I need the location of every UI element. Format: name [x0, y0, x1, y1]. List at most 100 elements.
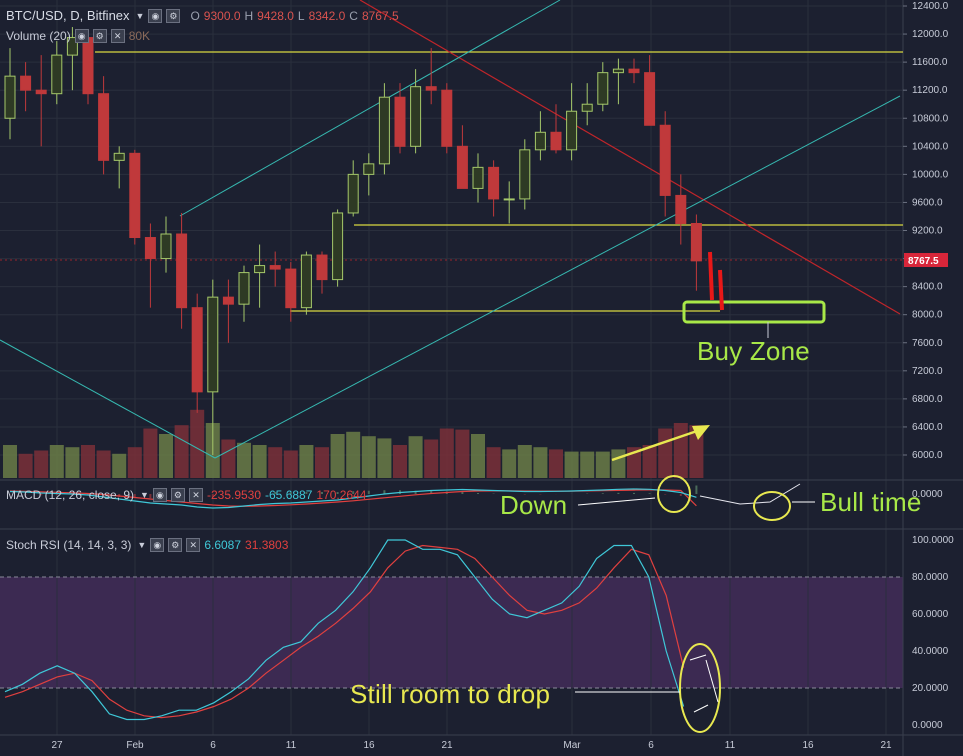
candle-body[interactable] — [300, 254, 312, 309]
candle-body[interactable] — [176, 233, 188, 309]
stoch-tick-label: 40.0000 — [912, 646, 949, 657]
rsi-circle[interactable] — [679, 643, 721, 733]
buy-zone-box[interactable] — [682, 300, 826, 324]
candle-body[interactable] — [410, 86, 422, 147]
stoch-k-line[interactable] — [4, 539, 685, 721]
candle-body[interactable] — [519, 149, 531, 200]
symbol-label[interactable]: BTC/USD, D, Bitfinex — [6, 8, 130, 23]
channel-lower-line[interactable] — [214, 95, 901, 459]
candle-body[interactable] — [597, 72, 609, 105]
stoch-rsi-pane[interactable] — [0, 539, 903, 721]
candle-body[interactable] — [644, 72, 656, 126]
candle-body[interactable] — [285, 268, 297, 309]
stoch-d-line[interactable] — [4, 544, 685, 719]
macd-label[interactable]: MACD (12, 26, close, 9) — [6, 488, 135, 502]
candle-body[interactable] — [332, 212, 344, 281]
volume-bar — [471, 434, 485, 478]
candle-body[interactable] — [254, 265, 266, 274]
candle-body[interactable] — [612, 68, 624, 74]
settings-icon[interactable]: ⚙ — [92, 29, 107, 43]
eye-icon[interactable]: ◉ — [150, 538, 165, 552]
stoch-label[interactable]: Stoch RSI (14, 14, 3, 3) — [6, 538, 132, 552]
close-icon[interactable]: ✕ — [188, 488, 203, 502]
time-tick-label: 27 — [51, 740, 63, 751]
macd-line[interactable] — [9, 488, 697, 509]
candle-body[interactable] — [144, 237, 156, 260]
candle-body[interactable] — [581, 103, 593, 112]
volume-bar — [159, 434, 173, 478]
settings-icon[interactable]: ⚙ — [166, 8, 181, 23]
close-icon[interactable]: ✕ — [110, 29, 125, 43]
volume-bar — [143, 428, 158, 478]
high-value: 9428.0 — [257, 8, 294, 23]
macd-legend[interactable]: MACD (12, 26, close, 9) ▼ ◉ ⚙ ✕ -235.953… — [6, 488, 366, 502]
candle-body[interactable] — [207, 296, 219, 393]
eye-icon[interactable]: ◉ — [148, 8, 163, 23]
channel-upper-line[interactable] — [179, 0, 561, 217]
stoch-tick-label: 20.0000 — [912, 683, 949, 694]
descending-trendline[interactable] — [359, 0, 901, 315]
candle-body[interactable] — [66, 37, 78, 56]
volume-label[interactable]: Volume (20) — [6, 29, 71, 43]
chevron-down-icon[interactable]: ▼ — [137, 540, 147, 550]
candle-body[interactable] — [378, 96, 390, 165]
candle-body[interactable] — [394, 96, 406, 147]
candle-body[interactable] — [550, 131, 562, 151]
candle-body[interactable] — [472, 166, 484, 189]
settings-icon[interactable]: ⚙ — [168, 538, 183, 552]
close-icon[interactable]: ✕ — [186, 538, 201, 552]
candle-body[interactable] — [160, 233, 172, 260]
candle-body[interactable] — [269, 265, 281, 270]
bull-circle[interactable] — [753, 491, 791, 521]
eye-icon[interactable]: ◉ — [152, 488, 167, 502]
macd-histogram-bar — [24, 494, 27, 495]
descending-teal-line[interactable] — [0, 339, 216, 459]
symbol-legend[interactable]: BTC/USD, D, Bitfinex ▼ ◉ ⚙ O 9300.0 H 94… — [6, 8, 399, 23]
volume-bars — [3, 409, 704, 478]
candle-body[interactable] — [82, 37, 94, 95]
volume-legend[interactable]: Volume (20) ◉ ⚙ ✕ 80K — [6, 29, 150, 43]
bull-time-label: Bull time — [820, 487, 922, 517]
candle-body[interactable] — [316, 254, 328, 281]
chevron-down-icon[interactable]: ▼ — [140, 490, 149, 500]
candle-body[interactable] — [488, 166, 500, 200]
candle-body[interactable] — [238, 272, 250, 305]
stoch-d-value: 31.3803 — [245, 538, 289, 552]
annotation-drawings[interactable] — [575, 251, 826, 733]
candle-body[interactable] — [566, 110, 578, 151]
candle-body[interactable] — [191, 307, 203, 393]
candle-body[interactable] — [690, 222, 702, 262]
candle-body[interactable] — [35, 89, 47, 95]
candle-body[interactable] — [347, 173, 359, 214]
volume-bar — [549, 449, 563, 478]
chevron-down-icon[interactable]: ▼ — [135, 10, 145, 21]
macd-line-value: -65.6887 — [265, 488, 313, 502]
candlesticks[interactable] — [4, 27, 702, 455]
candle-body[interactable] — [4, 75, 16, 119]
time-tick-label: 6 — [648, 740, 654, 751]
candle-body[interactable] — [222, 296, 234, 305]
candle-body[interactable] — [441, 89, 453, 147]
stoch-overbought-band — [0, 577, 903, 688]
candle-body[interactable] — [675, 194, 687, 224]
price-tick-label: 6400.0 — [912, 422, 943, 433]
settings-icon[interactable]: ⚙ — [170, 488, 185, 502]
candle-body[interactable] — [113, 152, 125, 161]
candle-body[interactable] — [129, 152, 141, 239]
candle-body[interactable] — [456, 145, 468, 189]
eye-icon[interactable]: ◉ — [74, 29, 89, 43]
candle-body[interactable] — [503, 198, 515, 201]
down-circle[interactable] — [657, 475, 691, 513]
candle-body[interactable] — [628, 68, 640, 74]
candle-body[interactable] — [51, 54, 63, 95]
candle-body[interactable] — [659, 124, 671, 196]
candle-body[interactable] — [98, 93, 110, 161]
candle-body[interactable] — [425, 86, 437, 91]
stoch-legend[interactable]: Stoch RSI (14, 14, 3, 3) ▼ ◉ ⚙ ✕ 6.6087 … — [6, 538, 288, 552]
macd-pane[interactable] — [9, 483, 801, 509]
candle-body[interactable] — [20, 75, 32, 91]
candle-body[interactable] — [534, 131, 546, 151]
macd-histogram-bar — [133, 494, 136, 498]
candle-body[interactable] — [363, 163, 375, 175]
